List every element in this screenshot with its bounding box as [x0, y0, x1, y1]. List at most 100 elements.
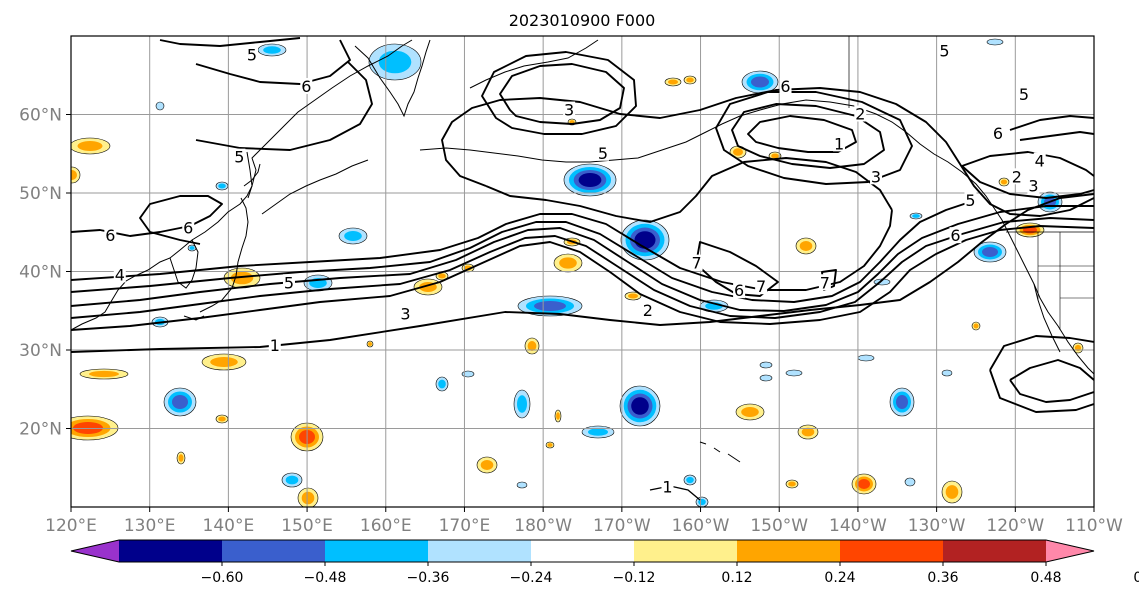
- contour-label: 5: [1019, 85, 1029, 104]
- positive-anomaly-patch: [218, 416, 226, 422]
- negative-anomaly-patch: [516, 481, 528, 489]
- contour-label-halo: [245, 46, 258, 63]
- contour-label-halo: [938, 42, 951, 59]
- negative-anomaly-patch: [904, 477, 916, 487]
- negative-anomaly-patch: [378, 50, 412, 74]
- contour-line-5: [71, 199, 977, 303]
- lon-tick-label: 130°E: [124, 516, 176, 536]
- contour-label: 4: [1035, 152, 1045, 171]
- colorbar-segment: [943, 540, 1047, 562]
- lat-tick-label: 30°N: [19, 341, 62, 361]
- positive-anomaly-patch: [788, 481, 796, 487]
- contour-label: 2: [643, 301, 653, 320]
- lat-tick-label: 60°N: [19, 106, 62, 126]
- lon-tick-label: 160°W: [672, 516, 730, 536]
- positive-anomaly-patch: [801, 427, 815, 437]
- contour-label: 6: [105, 226, 115, 245]
- negative-anomaly-patch: [285, 475, 299, 485]
- positive-anomaly-patch: [1000, 179, 1008, 185]
- negative-anomaly-patch: [634, 231, 656, 249]
- contour-label-halo: [104, 227, 117, 244]
- positive-anomaly-patch: [945, 485, 959, 499]
- contour-label: 1: [270, 336, 280, 355]
- negative-anomaly-patch: [461, 370, 475, 378]
- contour-label: 3: [564, 101, 574, 120]
- positive-anomaly-patch: [438, 273, 446, 279]
- positive-anomaly-patch: [547, 443, 553, 447]
- contour-label-halo: [964, 191, 977, 208]
- contour-label-halo: [399, 305, 412, 322]
- lon-tick-label: 120°E: [45, 516, 97, 536]
- contour-label-halo: [854, 105, 867, 122]
- contour-label: 5: [234, 148, 244, 167]
- contour-label-halo: [755, 278, 768, 295]
- contour-line-east-north: [1009, 115, 1094, 141]
- negative-anomaly-patch: [172, 395, 188, 409]
- negative-anomaly-patch: [218, 183, 226, 189]
- sakhalin-coastline: [246, 151, 253, 199]
- contour-line-2-low: [731, 103, 885, 169]
- positive-anomaly-patch: [480, 460, 494, 470]
- contour-line-east-1: [1009, 359, 1094, 403]
- positive-anomaly-patch: [559, 257, 577, 269]
- colorbar-segment: [325, 540, 429, 562]
- positive-anomaly-patch: [799, 241, 813, 251]
- negative-anomaly-patch: [631, 397, 649, 415]
- positive-anomaly-patch: [668, 79, 678, 85]
- positive-anomaly-patch: [368, 342, 372, 346]
- contour-label-halo: [690, 254, 703, 271]
- negative-anomaly-patch: [517, 395, 527, 413]
- positive-anomaly-patch: [741, 407, 759, 417]
- colorbar-segment: [840, 540, 944, 562]
- colorbar-extend-low: [71, 540, 119, 562]
- colorbar-outline: [70, 539, 1095, 563]
- negative-anomaly-patch: [588, 428, 608, 436]
- contour-label-halo: [833, 135, 846, 152]
- contour-label-halo: [1017, 85, 1030, 102]
- contour-label: 6: [950, 226, 960, 245]
- positive-anomaly-patch: [210, 357, 238, 367]
- na-west-coastline: [993, 207, 1094, 375]
- contour-label: 5: [598, 144, 608, 163]
- colorbar-tick-label: 0.12: [721, 570, 752, 586]
- lat-tick-label: 20°N: [19, 420, 62, 440]
- positive-anomaly-patch: [771, 153, 779, 159]
- contour-label-halo: [596, 144, 609, 161]
- contour-line-north-5: [159, 37, 351, 85]
- contour-label: 7: [756, 277, 766, 296]
- colorbar-segment: [634, 540, 738, 562]
- graticule: [71, 36, 1094, 507]
- contour-label: 3: [871, 167, 881, 186]
- contour-label-halo: [991, 125, 1004, 142]
- contour-label-halo: [563, 101, 576, 118]
- colorbar-segment: [428, 540, 532, 562]
- positive-anomaly-patch: [973, 323, 979, 329]
- lon-tick-label: 140°E: [203, 516, 255, 536]
- contour-line-east-2: [989, 335, 1094, 413]
- colorbar-tick-label: 0.36: [927, 570, 958, 586]
- colorbar-tick-label: −0.24: [510, 570, 553, 586]
- latitude-labels: 20°N 30°N 40°N 50°N 60°N: [19, 106, 62, 440]
- lon-tick-label: 170°E: [439, 516, 491, 536]
- contour-label: 1: [662, 477, 672, 496]
- lon-tick-label: 130°W: [908, 516, 966, 536]
- contour-line-3: [71, 217, 1094, 319]
- contour-line-4: [71, 205, 1094, 312]
- contour-label-halo: [870, 168, 883, 185]
- negative-anomaly-patch: [344, 231, 362, 241]
- contour-label: 2: [1012, 167, 1022, 186]
- negative-anomaly-patch: [155, 101, 165, 111]
- positive-anomaly-patch: [77, 141, 103, 151]
- negative-anomaly-patch: [438, 379, 446, 389]
- lon-tick-label: 110°W: [1065, 516, 1123, 536]
- map-title: 2023010900 F000: [509, 11, 656, 30]
- us-state-lines: [1037, 232, 1094, 330]
- colorbar: −0.60 −0.48 −0.36 −0.24 −0.12 0.12 0.24 0.36 0.4…: [70, 539, 1139, 586]
- contour-label: 6: [993, 124, 1003, 143]
- contour-label-halo: [233, 148, 246, 165]
- contour-label-halo: [733, 282, 746, 299]
- colorbar-tick-label: 0.48: [1030, 570, 1061, 586]
- lon-tick-label: 180°W: [514, 516, 572, 536]
- contour-line-5-north: [441, 87, 1094, 217]
